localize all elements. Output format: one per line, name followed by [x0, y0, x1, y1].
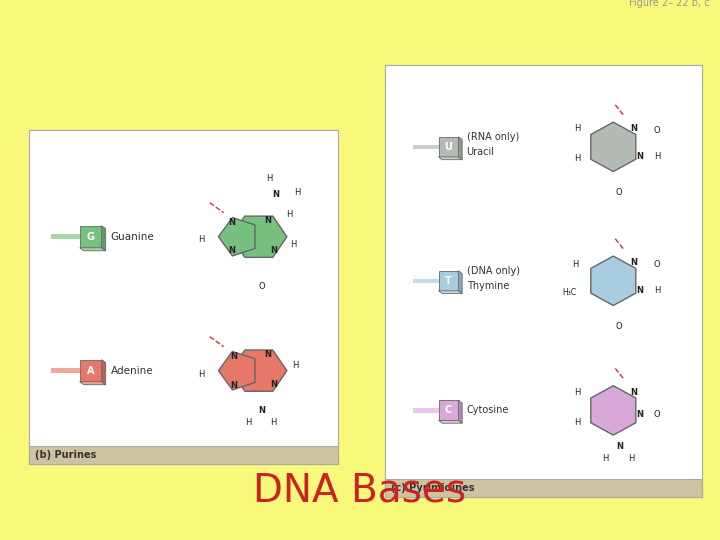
Text: H: H [574, 418, 580, 427]
Text: Guanine: Guanine [111, 232, 155, 242]
Text: N: N [258, 406, 265, 415]
Text: Adenine: Adenine [111, 366, 153, 376]
Bar [385, 479, 702, 497]
Text: H: H [199, 235, 205, 244]
Text: N: N [630, 124, 636, 133]
Polygon shape [231, 350, 287, 392]
Text: O: O [654, 126, 661, 136]
Text: T: T [445, 276, 452, 286]
Text: N: N [264, 216, 271, 225]
Bar [51, 368, 80, 373]
Bar [438, 137, 459, 157]
Bar [413, 408, 438, 413]
Polygon shape [438, 291, 462, 294]
Text: H: H [574, 154, 580, 164]
Polygon shape [218, 352, 255, 390]
Polygon shape [591, 122, 636, 172]
Text: N: N [264, 350, 271, 359]
Text: N: N [636, 286, 643, 295]
Text: N: N [228, 218, 235, 227]
Polygon shape [591, 256, 636, 306]
Text: N: N [270, 380, 277, 389]
Text: H: H [628, 454, 634, 463]
Text: Thymine: Thymine [467, 281, 509, 291]
Bar [51, 234, 80, 239]
Text: O: O [258, 282, 265, 291]
Text: H₃C: H₃C [562, 288, 576, 298]
Text: H: H [291, 240, 297, 249]
Text: N: N [230, 352, 237, 361]
Text: O: O [654, 410, 661, 419]
Polygon shape [438, 157, 462, 160]
Text: H: H [572, 260, 578, 269]
Text: H: H [287, 210, 293, 219]
Bar [438, 271, 459, 291]
Bar [385, 65, 702, 497]
Text: N: N [228, 246, 235, 255]
Polygon shape [459, 137, 462, 160]
Polygon shape [218, 218, 255, 256]
Text: H: H [294, 188, 301, 197]
Text: O: O [616, 322, 623, 332]
Polygon shape [591, 386, 636, 435]
Text: H: H [292, 361, 299, 370]
Text: N: N [230, 381, 237, 390]
Text: O: O [616, 188, 623, 198]
Text: Uracil: Uracil [467, 147, 495, 157]
Text: (RNA only): (RNA only) [467, 132, 519, 142]
Text: DNA Bases: DNA Bases [253, 471, 467, 509]
Text: (b) Purines: (b) Purines [35, 450, 96, 461]
Text: N: N [630, 388, 636, 397]
Text: Cytosine: Cytosine [467, 406, 509, 415]
Text: U: U [445, 142, 452, 152]
Polygon shape [102, 360, 106, 384]
Bar [80, 360, 102, 382]
Text: N: N [270, 246, 277, 255]
Text: H: H [199, 370, 205, 379]
Bar [413, 145, 438, 149]
Text: H: H [654, 286, 660, 295]
Bar [413, 279, 438, 283]
Text: H: H [266, 174, 273, 183]
Polygon shape [438, 421, 462, 423]
Text: (c) Pyrimidines: (c) Pyrimidines [391, 483, 474, 493]
Text: H: H [602, 454, 608, 463]
Bar [80, 226, 102, 248]
Bar [29, 130, 338, 464]
Text: N: N [636, 410, 643, 419]
Bar [29, 447, 338, 464]
Polygon shape [102, 226, 106, 251]
Text: H: H [271, 418, 277, 427]
Text: Figure 2– 22 b, c: Figure 2– 22 b, c [629, 0, 710, 8]
Text: H: H [574, 388, 580, 397]
Text: A: A [87, 366, 94, 376]
Polygon shape [80, 248, 106, 251]
Text: (DNA only): (DNA only) [467, 266, 520, 276]
Text: H: H [574, 124, 580, 133]
Text: O: O [654, 260, 661, 269]
Text: N: N [272, 190, 279, 199]
Polygon shape [459, 400, 462, 423]
Bar [438, 400, 459, 421]
Text: H: H [246, 418, 252, 427]
Text: C: C [445, 406, 452, 415]
Text: N: N [630, 258, 636, 267]
Polygon shape [80, 382, 106, 384]
Text: N: N [636, 152, 643, 161]
Text: G: G [86, 232, 95, 242]
Polygon shape [231, 216, 287, 258]
Text: H: H [654, 152, 660, 161]
Text: N: N [616, 442, 623, 451]
Polygon shape [459, 271, 462, 294]
